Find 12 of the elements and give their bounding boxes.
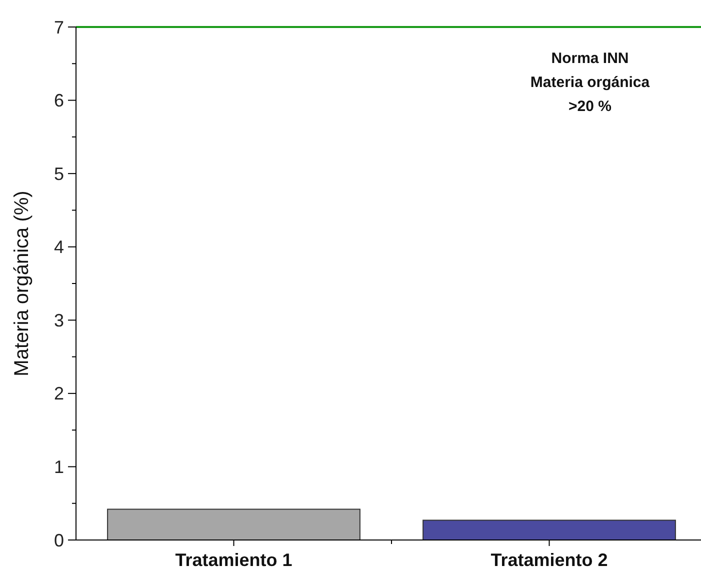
y-tick-label: 5 [54,164,64,184]
y-tick-label: 4 [54,237,64,258]
y-tick-label: 6 [54,90,64,111]
x-tick-label: Tratamiento 2 [490,550,608,570]
annotation: Norma INN Materia orgánica >20 % [530,50,650,115]
y-tick-label: 7 [54,17,64,38]
y-tick-label: 2 [54,384,64,404]
x-tick-label: Tratamiento 1 [175,550,292,570]
y-tick-label: 3 [54,310,64,330]
y-tick-label: 0 [54,530,64,550]
y-axis-title: Materia orgánica (%) [11,190,33,376]
y-tick-label: 1 [54,457,64,478]
